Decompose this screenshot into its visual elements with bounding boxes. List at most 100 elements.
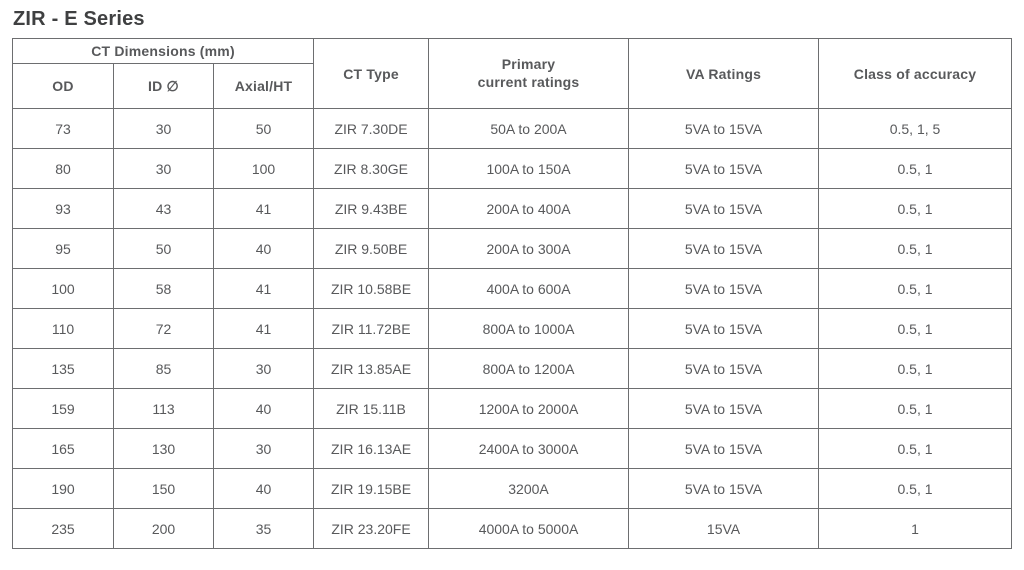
table-cell: 110: [12, 308, 114, 349]
table-cell: 50A to 200A: [428, 108, 630, 149]
table-cell: 5VA to 15VA: [628, 428, 820, 469]
table-cell: 5VA to 15VA: [628, 348, 820, 389]
table-cell: 50: [212, 108, 315, 149]
table-cell: 30: [113, 148, 214, 189]
table-cell: 190: [12, 468, 114, 509]
table-cell: 5VA to 15VA: [628, 468, 820, 509]
table-cell: 5VA to 15VA: [628, 148, 820, 189]
table-body: 73 30 50 ZIR 7.30DE 50A to 200A 5VA to 15VA 0.…: [12, 108, 1013, 549]
table-cell: 0.5, 1: [818, 148, 1013, 189]
table-cell: 41: [212, 308, 315, 349]
table-header: CT Dimensions (mm) CT Type Primary curre…: [11, 38, 1013, 109]
table-cell: 159: [12, 388, 114, 429]
table-cell: 1: [818, 508, 1013, 549]
table-row: 73 30 50 ZIR 7.30DE 50A to 200A 5VA to 15VA 0.…: [12, 108, 1013, 149]
table-cell: 1200A to 2000A: [428, 388, 630, 429]
table-row: 135 85 30 ZIR 13.85AE 800A to 1200A 5VA to 15…: [12, 348, 1013, 389]
header-class-of-accuracy: Class of accuracy: [818, 38, 1013, 109]
table-cell: 40: [212, 388, 315, 429]
table-cell: 135: [12, 348, 114, 389]
table-row: 95 50 40 ZIR 9.50BE 200A to 300A 5VA to 15VA 0…: [12, 228, 1013, 269]
table-row: 190 150 40 ZIR 19.15BE 3200A 5VA to 15VA 0.5, …: [12, 468, 1013, 509]
table-cell: ZIR 9.43BE: [313, 188, 430, 229]
table-cell: 100: [212, 148, 315, 189]
table-cell: 72: [113, 308, 214, 349]
table-cell: 41: [212, 268, 315, 309]
table-cell: 0.5, 1: [818, 428, 1013, 469]
table-cell: 15VA: [628, 508, 820, 549]
table-cell: 5VA to 15VA: [628, 228, 820, 269]
table-cell: 150: [113, 468, 214, 509]
table-cell: ZIR 19.15BE: [313, 468, 430, 509]
table-cell: ZIR 15.11B: [313, 388, 430, 429]
table-cell: 113: [113, 388, 214, 429]
table-cell: 30: [212, 428, 315, 469]
table-cell: 40: [212, 468, 315, 509]
table-cell: 80: [12, 148, 114, 189]
table-cell: 200: [113, 508, 214, 549]
table-cell: ZIR 8.30GE: [313, 148, 430, 189]
table-cell: ZIR 11.72BE: [313, 308, 430, 349]
header-ct-dimensions: CT Dimensions (mm): [11, 38, 315, 64]
table-cell: 58: [113, 268, 214, 309]
table-cell: 4000A to 5000A: [428, 508, 630, 549]
spec-table: CT Dimensions (mm) CT Type Primary curre…: [11, 38, 1013, 549]
table-cell: 100A to 150A: [428, 148, 630, 189]
table-row: 159 113 40 ZIR 15.11B 1200A to 2000A 5VA to 1…: [12, 388, 1013, 429]
table-cell: 0.5, 1: [818, 228, 1013, 269]
table-cell: 5VA to 15VA: [628, 108, 820, 149]
table-cell: 400A to 600A: [428, 268, 630, 309]
table-cell: 0.5, 1: [818, 388, 1013, 429]
page-title: ZIR - E Series: [13, 8, 145, 30]
table-cell: 5VA to 15VA: [628, 388, 820, 429]
table-cell: 95: [12, 228, 114, 269]
header-va-ratings: VA Ratings: [628, 38, 820, 109]
table-cell: 85: [113, 348, 214, 389]
table-cell: 50: [113, 228, 214, 269]
header-axial-ht: Axial/HT: [212, 63, 315, 109]
table-cell: ZIR 9.50BE: [313, 228, 430, 269]
table-cell: 0.5, 1: [818, 468, 1013, 509]
table-cell: 235: [12, 508, 114, 549]
table-cell: 130: [113, 428, 214, 469]
table-row: 80 30 100 ZIR 8.30GE 100A to 150A 5VA to 15VA…: [12, 148, 1013, 189]
table-cell: 3200A: [428, 468, 630, 509]
table-cell: ZIR 23.20FE: [313, 508, 430, 549]
table-cell: 800A to 1000A: [428, 308, 630, 349]
table-cell: 5VA to 15VA: [628, 188, 820, 229]
table-row: 100 58 41 ZIR 10.58BE 400A to 600A 5VA to 15V…: [12, 268, 1013, 309]
table-cell: 30: [212, 348, 315, 389]
table-cell: 40: [212, 228, 315, 269]
table-cell: 43: [113, 188, 214, 229]
table-cell: ZIR 13.85AE: [313, 348, 430, 389]
table-row: 235 200 35 ZIR 23.20FE 4000A to 5000A 15VA 1: [12, 508, 1013, 549]
header-id-diameter: ID ∅: [113, 63, 214, 109]
table-cell: ZIR 7.30DE: [313, 108, 430, 149]
header-group-row: CT Dimensions (mm) CT Type Primary curre…: [11, 38, 1013, 109]
table-row: 165 130 30 ZIR 16.13AE 2400A to 3000A 5VA to …: [12, 428, 1013, 469]
table-cell: 0.5, 1: [818, 188, 1013, 229]
table-cell: 41: [212, 188, 315, 229]
table-cell: 5VA to 15VA: [628, 268, 820, 309]
table-cell: 35: [212, 508, 315, 549]
table-cell: 0.5, 1: [818, 348, 1013, 389]
table-cell: 100: [12, 268, 114, 309]
header-ct-type: CT Type: [313, 38, 430, 109]
table-cell: 800A to 1200A: [428, 348, 630, 389]
table-cell: 200A to 300A: [428, 228, 630, 269]
table-cell: ZIR 16.13AE: [313, 428, 430, 469]
table-cell: ZIR 10.58BE: [313, 268, 430, 309]
header-sub-row: OD ID ∅ Axial/HT: [12, 63, 1012, 109]
table-cell: 0.5, 1: [818, 268, 1013, 309]
table-cell: 165: [12, 428, 114, 469]
table-cell: 93: [12, 188, 114, 229]
table-cell: 30: [113, 108, 214, 149]
table-row: 110 72 41 ZIR 11.72BE 800A to 1000A 5VA to 15…: [12, 308, 1013, 349]
table-cell: 5VA to 15VA: [628, 308, 820, 349]
header-od: OD: [12, 63, 114, 109]
table-cell: 0.5, 1, 5: [818, 108, 1013, 149]
table-row: 93 43 41 ZIR 9.43BE 200A to 400A 5VA to 15VA 0…: [12, 188, 1013, 229]
table-cell: 73: [12, 108, 114, 149]
table-cell: 0.5, 1: [818, 308, 1013, 349]
